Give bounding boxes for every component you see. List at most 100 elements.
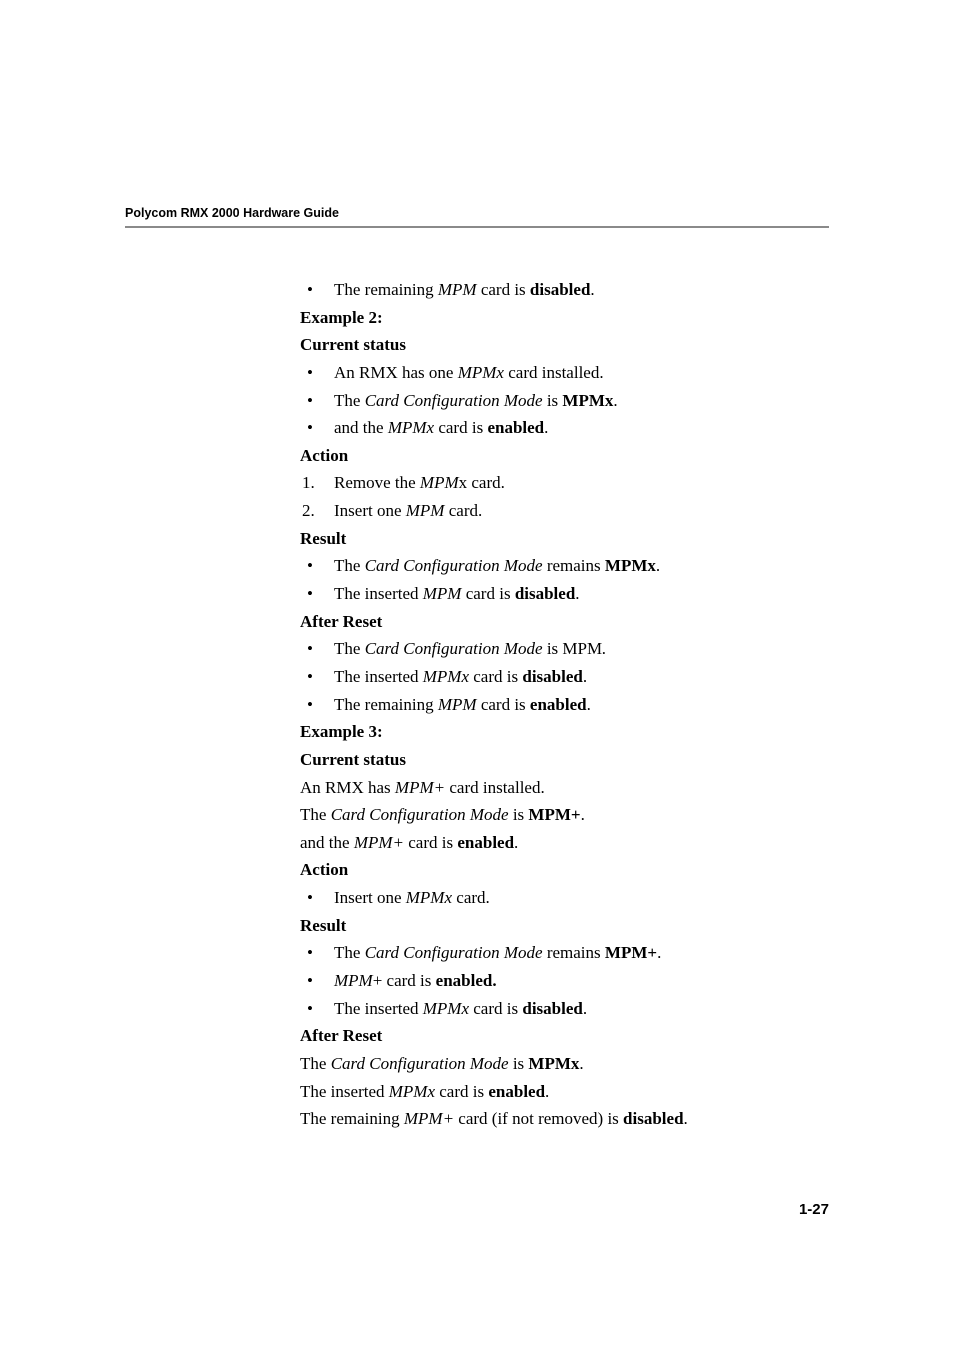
text: An RMX has [300, 778, 395, 797]
italic: MPM+ [404, 1109, 454, 1128]
page-number: 1-27 [799, 1201, 829, 1218]
list-item: The Card Configuration Mode remains MPM+… [300, 941, 829, 966]
text: card. [444, 501, 482, 520]
text: card is [477, 695, 530, 714]
intro-bullets: The remaining MPM card is disabled. [300, 278, 829, 303]
bold: enabled [487, 418, 544, 437]
text: card is [404, 833, 457, 852]
list-item: The remaining MPM card is disabled. [300, 278, 829, 303]
italic: MPM [438, 695, 477, 714]
example-3-label: Example 3: [300, 720, 829, 745]
content: The remaining MPM card is disabled. Exam… [300, 278, 829, 1132]
text: . [583, 999, 587, 1018]
text: The remaining [334, 280, 438, 299]
text: . [587, 695, 591, 714]
ex2-current-status: An RMX has one MPMx card installed. The … [300, 361, 829, 441]
italic: MPMx [406, 888, 452, 907]
text: The [334, 639, 365, 658]
text: card is [461, 584, 514, 603]
header-rule [125, 226, 829, 228]
text: card (if not removed) is [454, 1109, 623, 1128]
text: remains [543, 943, 605, 962]
after-reset-label: After Reset [300, 610, 829, 635]
text: card is [477, 280, 530, 299]
text: . [575, 584, 579, 603]
italic: Card Configuration Mode [331, 1054, 509, 1073]
text: remains [543, 556, 605, 575]
text: The [300, 805, 331, 824]
italic: Card Configuration Mode [365, 639, 543, 658]
bold: enabled [530, 695, 587, 714]
italic: Card Configuration Mode [365, 391, 543, 410]
text: and the [334, 418, 388, 437]
list-item: Remove the MPMx card. [300, 471, 829, 496]
example-2-label: Example 2: [300, 306, 829, 331]
text: Insert one [334, 888, 406, 907]
text: . [581, 805, 585, 824]
text: card is [434, 418, 487, 437]
bold: MPM+ [605, 943, 657, 962]
list-item: The inserted MPM card is disabled. [300, 582, 829, 607]
text: An RMX has one [334, 363, 458, 382]
bold: disabled [522, 999, 582, 1018]
text: x card. [459, 473, 505, 492]
text: card installed. [504, 363, 604, 382]
bold: MPMx [528, 1054, 579, 1073]
bold: enabled [457, 833, 514, 852]
list-item: The remaining MPM card is enabled. [300, 693, 829, 718]
italic: Card Configuration Mode [331, 805, 509, 824]
text: Remove the [334, 473, 420, 492]
text: . [583, 667, 587, 686]
italic: MPM [423, 584, 462, 603]
italic: MPMx [423, 667, 469, 686]
result-label: Result [300, 914, 829, 939]
paragraph: The remaining MPM+ card (if not removed)… [300, 1107, 829, 1132]
text: The [334, 943, 365, 962]
text: is [509, 1054, 529, 1073]
bold: disabled [522, 667, 582, 686]
text: card is [435, 1082, 488, 1101]
list-item: and the MPMx card is enabled. [300, 416, 829, 441]
text: . [613, 391, 617, 410]
text: The remaining [334, 695, 438, 714]
result-label: Result [300, 527, 829, 552]
paragraph: The Card Configuration Mode is MPM+. [300, 803, 829, 828]
ex2-result: The Card Configuration Mode remains MPMx… [300, 554, 829, 606]
italic: . [602, 639, 606, 658]
action-label: Action [300, 444, 829, 469]
text: Insert one [334, 501, 406, 520]
text: is MPM [543, 639, 603, 658]
action-label: Action [300, 858, 829, 883]
text: The inserted [334, 667, 423, 686]
italic: Card Configuration Mode [365, 556, 543, 575]
bold: enabled [488, 1082, 545, 1101]
paragraph: An RMX has MPM+ card installed. [300, 776, 829, 801]
text: The inserted [300, 1082, 389, 1101]
italic: MPM [438, 280, 477, 299]
list-item: Insert one MPMx card. [300, 886, 829, 911]
list-item: The Card Configuration Mode is MPMx. [300, 389, 829, 414]
bold: enabled. [436, 971, 497, 990]
text: . [545, 1082, 549, 1101]
italic: MPMx [423, 999, 469, 1018]
list-item: The Card Configuration Mode remains MPMx… [300, 554, 829, 579]
italic: MPM [406, 501, 445, 520]
text: The inserted [334, 584, 423, 603]
bold: MPM+ [528, 805, 580, 824]
bold: MPMx [562, 391, 613, 410]
italic: MPM+ [354, 833, 404, 852]
paragraph: and the MPM+ card is enabled. [300, 831, 829, 856]
text: . [684, 1109, 688, 1128]
list-item: The inserted MPMx card is disabled. [300, 997, 829, 1022]
bold: disabled [515, 584, 575, 603]
running-head: Polycom RMX 2000 Hardware Guide [125, 206, 829, 220]
italic: MPM [334, 971, 373, 990]
text: The inserted [334, 999, 423, 1018]
paragraph: The Card Configuration Mode is MPMx. [300, 1052, 829, 1077]
list-item: The Card Configuration Mode is MPM. [300, 637, 829, 662]
italic: MPM [420, 473, 459, 492]
text: card is [469, 667, 522, 686]
text: The [300, 1054, 331, 1073]
page: Polycom RMX 2000 Hardware Guide The rema… [0, 0, 954, 1350]
italic: Card Configuration Mode [365, 943, 543, 962]
